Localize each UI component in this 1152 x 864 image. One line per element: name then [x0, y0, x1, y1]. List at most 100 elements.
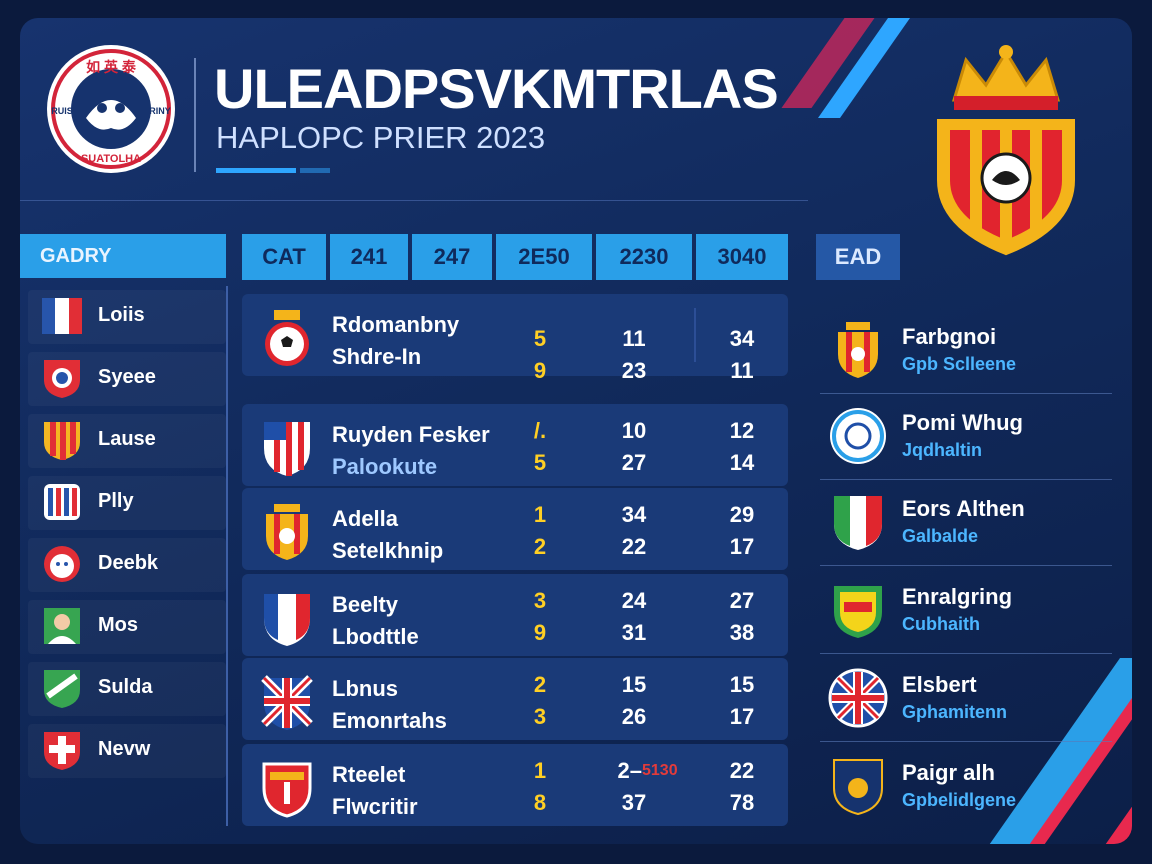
page-title: ULEADPSVKMTRLAS [214, 57, 779, 120]
navy-shield-icon [833, 759, 883, 816]
team-name-secondary: Lbodttle [332, 624, 419, 649]
striped-shield-icon [264, 422, 310, 476]
list-item[interactable]: Enralgring Cubhaith [820, 568, 1112, 654]
list-item[interactable]: Lause [20, 410, 226, 472]
left-column-header[interactable]: GADRY [20, 234, 226, 278]
column-header[interactable]: 2230 [596, 234, 692, 280]
cell-value: 11 [730, 358, 754, 383]
list-item[interactable]: Plly [20, 472, 226, 534]
team-subtitle: Gphamitenn [902, 702, 1008, 722]
cell-value: 11 [622, 326, 646, 351]
row-divider [820, 479, 1112, 480]
cell-value: 29 [729, 502, 755, 527]
union-jack-circle-icon [828, 668, 888, 728]
cell-value-flag: 5130 [642, 762, 678, 779]
column-header[interactable]: 241 [330, 234, 408, 280]
title-underline [300, 168, 330, 173]
cell-value: 9 [533, 620, 547, 645]
row-divider [820, 653, 1112, 654]
cell-value: 22 [729, 758, 755, 783]
cell-value: 23 [621, 358, 647, 383]
column-header[interactable]: CAT [242, 234, 326, 280]
cell-divider [694, 308, 696, 362]
list-item[interactable]: Deebk [20, 534, 226, 596]
column-header[interactable]: 247 [412, 234, 492, 280]
list-item[interactable]: Syeee [20, 348, 226, 410]
soccer-ball-crest-icon [265, 310, 309, 366]
table-row[interactable]: Rteelet Flwcritir 1 8 2– 5130 37 22 78 [242, 744, 788, 826]
list-item-label: Mos [98, 614, 138, 636]
scoreboard-panel: 如 英 泰 SUATOLHA RUIS RINY ULEADPSVKMTRLAS… [20, 18, 1132, 844]
list-item-label: Syeee [98, 366, 156, 388]
tricolor-shield-icon [264, 594, 310, 646]
team-subtitle: Cubhaith [902, 614, 980, 634]
row-divider [820, 565, 1112, 566]
list-item[interactable]: Mos [20, 596, 226, 658]
cell-value: 5 [533, 326, 547, 351]
cell-value: 37 [621, 790, 647, 815]
list-item[interactable]: Loiis [20, 286, 226, 348]
team-subtitle: Galbalde [902, 526, 979, 546]
list-item-label: Plly [98, 490, 134, 512]
list-item[interactable]: Eors Althen Galbalde [820, 480, 1112, 566]
left-column-heading: GADRY [40, 245, 112, 267]
team-name: Pomi Whug [902, 410, 1023, 435]
page-subtitle: HAPLOPC PRIER 2023 [216, 120, 546, 155]
league-logo: 如 英 泰 SUATOLHA RUIS RINY [47, 45, 175, 173]
left-rail-divider [226, 286, 228, 826]
cell-value: 17 [729, 534, 755, 559]
cell-value: 22 [621, 534, 647, 559]
cell-value: 14 [729, 450, 755, 475]
list-item[interactable]: Elsbert Gphamitenn [820, 656, 1112, 742]
team-subtitle: Gpbelidlgene [902, 790, 1017, 810]
table-row[interactable]: Rdomanbny Shdre-In 5 9 11 23 34 11 [242, 294, 788, 383]
team-subtitle: Gpb Sclleene [902, 354, 1017, 374]
team-name: Ruyden Fesker [332, 422, 490, 447]
cell-value: 31 [621, 620, 647, 645]
list-item-label: Loiis [98, 304, 145, 326]
list-item[interactable]: Pomi Whug Jqdhaltin [820, 394, 1112, 480]
cell-value: 2 [533, 672, 547, 697]
cell-value: 15 [729, 672, 755, 697]
table-row[interactable]: Ruyden Fesker Palookute /. 5 10 27 12 14 [242, 404, 788, 486]
team-name: Elsbert [902, 672, 977, 697]
table-row[interactable]: Beelty Lbodttle 3 9 24 31 27 38 [242, 574, 788, 656]
cell-value: 2– [617, 758, 642, 783]
striped-badge-icon [44, 484, 80, 520]
table-row[interactable]: Lbnus Emonrtahs 2 3 15 26 15 17 [242, 658, 788, 740]
team-name: Paigr alh [902, 760, 995, 785]
team-name: Adella [332, 506, 399, 531]
header-rule [20, 200, 808, 201]
cell-value: 27 [729, 588, 755, 613]
cell-value: 17 [729, 704, 755, 729]
team-name: Farbgnoi [902, 324, 997, 349]
left-team-list: Loiis Syeee Lause Plly Deebk Mos Sulda [20, 286, 226, 782]
team-name: Enralgring [902, 584, 1013, 609]
list-item[interactable]: Nevw [20, 720, 226, 782]
svg-text:SUATOLHA: SUATOLHA [81, 153, 141, 165]
svg-text:RUIS: RUIS [51, 106, 73, 116]
column-header[interactable]: 3040 [696, 234, 788, 280]
title-underline [216, 168, 296, 173]
list-item-label: Lause [98, 428, 156, 450]
table-row[interactable]: Adella Setelkhnip 1 2 34 22 29 17 [242, 488, 788, 570]
green-shield-icon [834, 586, 882, 638]
list-item[interactable]: Sulda [20, 658, 226, 720]
cell-value: 3 [533, 704, 547, 729]
crowned-shield-icon [266, 504, 308, 560]
shield-badge-icon [44, 732, 80, 770]
team-name: Rdomanbny [332, 312, 460, 337]
team-name: Beelty [332, 592, 399, 617]
right-column-header[interactable]: EAD [816, 234, 900, 280]
team-subtitle: Jqdhaltin [902, 440, 982, 460]
cell-value: 12 [729, 418, 755, 443]
cell-value: 5 [533, 450, 547, 475]
cell-value: /. [533, 418, 547, 443]
cell-value: 2 [533, 534, 547, 559]
cell-value: 34 [729, 326, 755, 351]
cell-value: 1 [533, 758, 547, 783]
list-item[interactable]: Paigr alh Gpbelidlgene [820, 744, 1112, 826]
list-item[interactable]: Farbgnoi Gpb Sclleene [820, 308, 1112, 394]
crowned-shield-icon [838, 322, 878, 378]
column-header[interactable]: 2E50 [496, 234, 592, 280]
